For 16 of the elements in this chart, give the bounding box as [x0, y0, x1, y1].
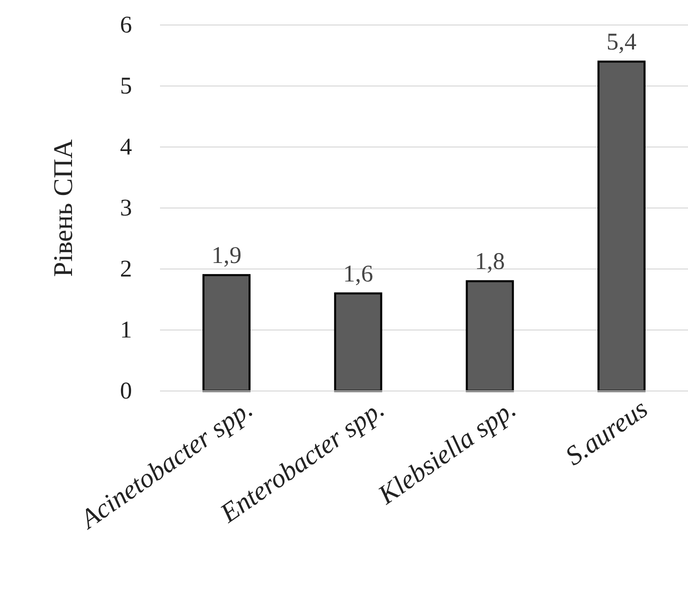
- bar: [202, 274, 251, 392]
- y-tick-label: 5: [120, 74, 132, 100]
- y-tick-label: 3: [120, 196, 132, 222]
- data-label: 1,8: [474, 249, 505, 276]
- y-tick-label: 4: [120, 134, 132, 161]
- y-tick-label: 1: [120, 318, 132, 344]
- y-tick-label: 0: [120, 378, 132, 405]
- bar: [334, 292, 382, 392]
- bar: [466, 280, 514, 392]
- y-axis-title: Рівень СПА: [48, 138, 78, 277]
- data-label: 1,6: [343, 261, 374, 288]
- data-label: 5,4: [606, 30, 637, 56]
- data-label: 1,9: [211, 243, 242, 270]
- bar: [597, 60, 646, 392]
- y-tick-label: 2: [120, 256, 132, 283]
- y-tick-label: 6: [120, 12, 132, 39]
